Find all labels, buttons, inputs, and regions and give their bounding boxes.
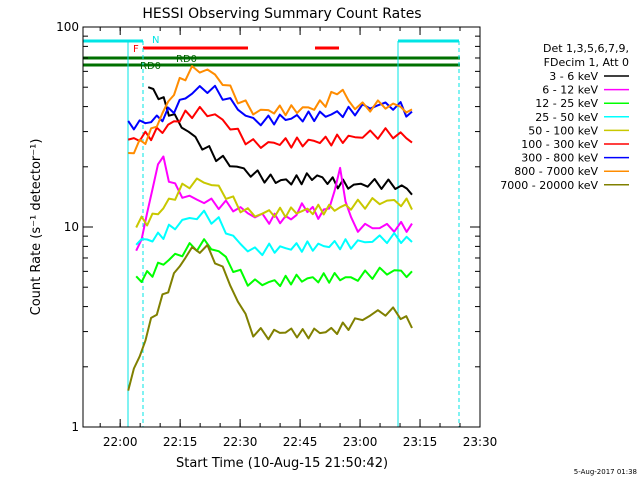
x-axis-label: Start Time (10-Aug-15 21:50:42) [176,456,388,471]
annotation-label: N [152,35,159,46]
legend-entry-label: 12 - 25 keV [535,97,598,110]
x-tick-label: 22:45 [283,435,318,449]
y-axis-label: Count Rate (s⁻¹ detector⁻¹) [29,139,44,316]
legend-entry-label: 6 - 12 keV [542,84,598,97]
chart-title: HESSI Observing Summary Count Rates [142,6,421,22]
series-line [147,86,413,196]
legend-entry-label: 25 - 50 keV [535,111,598,124]
y-tick-label: 1 [71,420,79,434]
x-tick-label: 22:00 [103,435,138,449]
x-tick-label: 22:15 [163,435,198,449]
series-line [127,244,413,391]
annotation-label: RD0 [140,61,161,72]
series-line [127,105,413,149]
series-line [135,177,413,228]
legend-entry-label: 7000 - 20000 keV [500,179,598,192]
legend-entry-label: 300 - 800 keV [521,152,598,165]
legend-entry-label: 3 - 6 keV [549,70,598,83]
y-tick-label: 100 [56,20,79,34]
legend: Det 1,3,5,6,7,9, FDecim 1, Att 0 3 - 6 k… [500,42,629,192]
legend-header-line-1: Det 1,3,5,6,7,9, [543,42,629,55]
x-tick-label: 23:30 [463,435,498,449]
series-line [128,65,413,155]
annotation-label: RD0 [176,54,197,65]
legend-entry-label: 800 - 7000 keV [514,165,598,178]
series-line [127,84,413,131]
series-line [135,155,413,252]
x-tick-label: 23:00 [343,435,378,449]
axis-layer: 22:00 22:15 22:30 22:45 23:00 23:15 23:30 1 10 10… [56,20,497,449]
series-line [135,238,413,288]
annotation-label: F [133,44,139,55]
x-tick-label: 22:30 [223,435,258,449]
series-line [135,209,413,257]
footer-date: 5-Aug-2017 01:38 [574,468,637,476]
y-tick-label: 10 [64,220,79,234]
x-tick-label: 23:15 [403,435,438,449]
legend-entry-label: 100 - 300 keV [521,138,598,151]
legend-entry-label: 50 - 100 keV [528,124,598,137]
legend-header-line-2: FDecim 1, Att 0 [544,56,629,69]
